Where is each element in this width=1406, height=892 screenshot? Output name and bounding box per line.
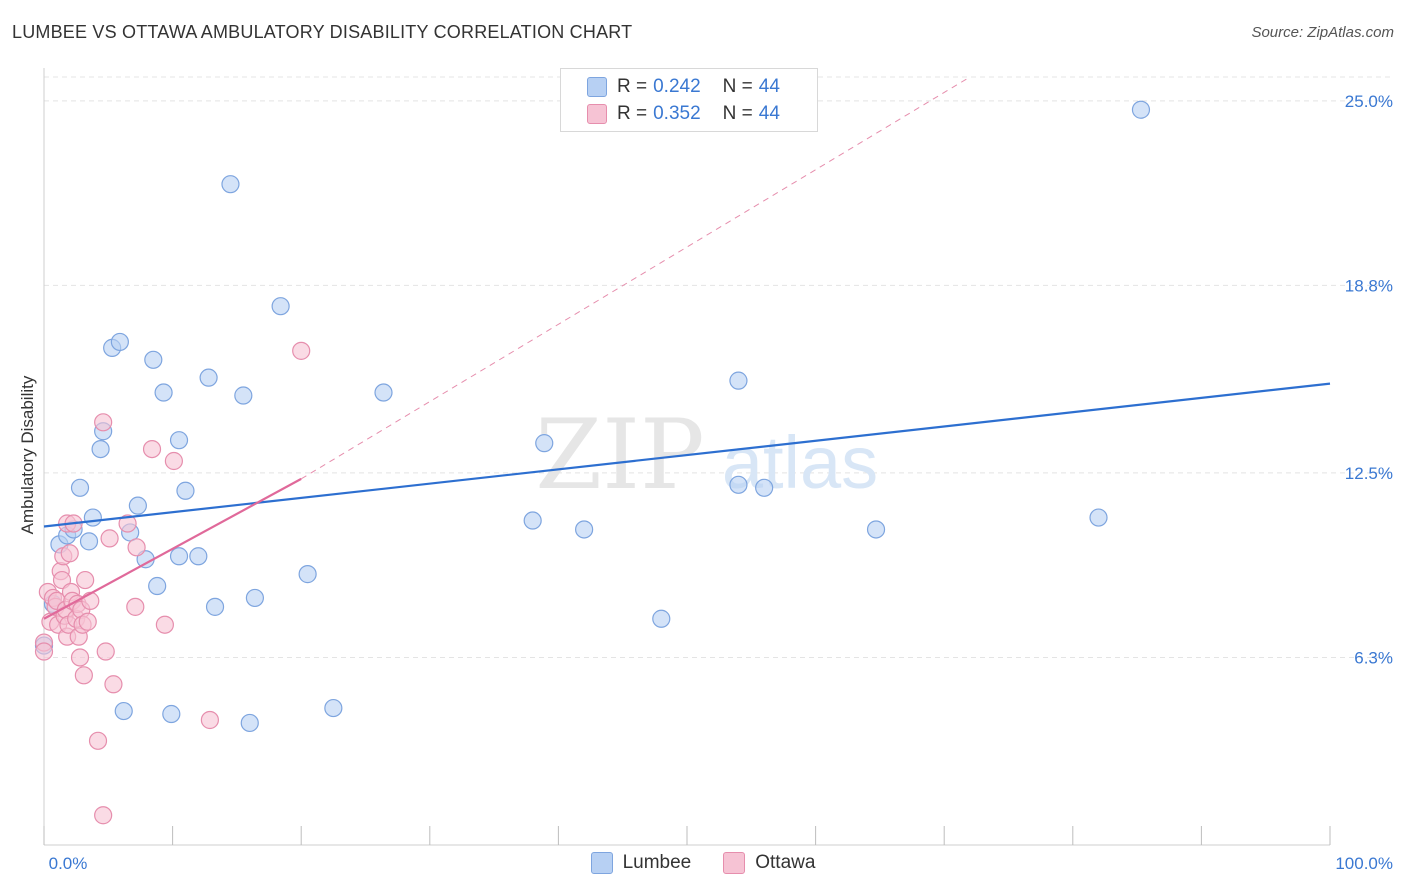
y-tick-label: 12.5% <box>1345 464 1393 483</box>
series-legend-lumbee[interactable]: Lumbee <box>590 852 692 874</box>
lumbee-point <box>1131 100 1151 119</box>
lumbee-point <box>110 332 129 352</box>
y-tick-label: 18.8% <box>1345 276 1393 295</box>
lumbee-point <box>1089 508 1108 527</box>
series-legend: Lumbee Ottawa <box>0 852 1406 874</box>
ottawa-point <box>104 675 123 694</box>
lumbee-point <box>176 481 195 500</box>
ottawa-point <box>126 597 145 616</box>
lumbee-point <box>83 508 102 527</box>
ottawa-point <box>127 538 146 557</box>
ottawa-swatch-icon <box>723 852 746 874</box>
ottawa-point <box>34 642 54 661</box>
lumbee-point <box>298 565 317 584</box>
legend-row-ottawa: R = 0.352 N = 44 <box>587 102 780 126</box>
ottawa-point <box>292 341 311 360</box>
lumbee-point <box>866 520 886 539</box>
ottawa-point <box>164 451 183 471</box>
series-legend-label: Ottawa <box>755 852 816 873</box>
series-legend-label: Lumbee <box>622 852 692 873</box>
ottawa-point <box>96 642 115 661</box>
lumbee-point <box>575 520 594 539</box>
lumbee-point <box>271 297 290 316</box>
legend-row-lumbee: R = 0.242 N = 44 <box>587 75 780 99</box>
correlation-legend: R = 0.242 N = 44 R = 0.352 N = 44 <box>560 68 818 132</box>
lumbee-point <box>91 439 110 459</box>
data-points <box>34 100 1151 825</box>
legend-n-key: N = <box>722 76 753 97</box>
lumbee-point <box>148 576 167 596</box>
legend-r-value: 0.352 <box>653 103 701 124</box>
y-tick-label: 25.0% <box>1345 92 1393 111</box>
ottawa-swatch-icon <box>587 104 607 124</box>
ottawa-point <box>76 570 95 590</box>
lumbee-point <box>374 383 393 402</box>
ottawa-point <box>78 612 97 631</box>
lumbee-point <box>189 547 208 566</box>
x-tick-label: 100.0% <box>1335 854 1393 873</box>
legend-r-key: R = <box>617 76 648 97</box>
legend-r-value: 0.242 <box>653 76 701 97</box>
ottawa-point <box>81 591 100 611</box>
ottawa-point <box>88 731 108 750</box>
x-tick-label: 0.0% <box>49 854 88 873</box>
lumbee-point <box>144 350 163 369</box>
lumbee-point <box>154 383 173 402</box>
lumbee-point <box>755 478 774 497</box>
lumbee-point <box>169 431 189 450</box>
ottawa-point <box>118 514 137 533</box>
ottawa-point <box>142 439 162 459</box>
ottawa-point <box>94 806 113 825</box>
lumbee-point <box>523 511 542 530</box>
lumbee-point <box>169 547 189 566</box>
lumbee-point <box>205 597 225 616</box>
watermark: ZIP atlas <box>535 399 878 511</box>
legend-n-value: 44 <box>758 76 780 97</box>
legend-r-key: R = <box>617 103 648 124</box>
gridlines <box>44 76 1392 658</box>
ottawa-point <box>155 615 174 634</box>
source-credit: Source: ZipAtlas.com <box>1251 24 1394 41</box>
lumbee-point <box>729 371 748 390</box>
y-tick-label: 6.3% <box>1354 648 1393 667</box>
lumbee-point <box>162 704 181 724</box>
lumbee-point <box>324 698 343 718</box>
ottawa-point <box>70 648 90 667</box>
lumbee-point <box>240 713 259 733</box>
legend-n-value: 44 <box>758 103 780 124</box>
lumbee-point <box>729 475 748 494</box>
trend-lines <box>43 76 1331 620</box>
lumbee-point <box>245 588 265 608</box>
lumbee-point <box>221 175 240 194</box>
ottawa-point <box>200 710 219 730</box>
lumbee-point <box>114 701 133 721</box>
ottawa-point <box>60 544 79 563</box>
ottawa-trend-line <box>43 477 302 620</box>
lumbee-point <box>535 434 554 453</box>
lumbee-point <box>128 496 147 515</box>
chart-title: LUMBEE VS OTTAWA AMBULATORY DISABILITY C… <box>12 22 633 42</box>
watermark-atlas: atlas <box>722 421 878 504</box>
ottawa-point <box>74 666 93 685</box>
series-legend-ottawa[interactable]: Ottawa <box>723 852 815 874</box>
ottawa-trend-extension <box>300 76 971 480</box>
tick-labels: 6.3% 12.5% 18.8% 25.0% 0.0% 100.0% <box>49 92 1393 873</box>
axes <box>43 68 1331 846</box>
legend-n-key: N = <box>722 103 753 124</box>
lumbee-point <box>79 532 99 551</box>
lumbee-swatch-icon <box>587 77 607 97</box>
lumbee-point <box>199 368 218 387</box>
ottawa-point <box>100 529 119 548</box>
lumbee-point <box>652 609 671 628</box>
watermark-zip: ZIP <box>535 399 704 511</box>
lumbee-swatch-icon <box>590 852 613 874</box>
lumbee-point <box>70 478 90 497</box>
lumbee-point <box>234 386 253 405</box>
ottawa-point <box>94 413 113 432</box>
